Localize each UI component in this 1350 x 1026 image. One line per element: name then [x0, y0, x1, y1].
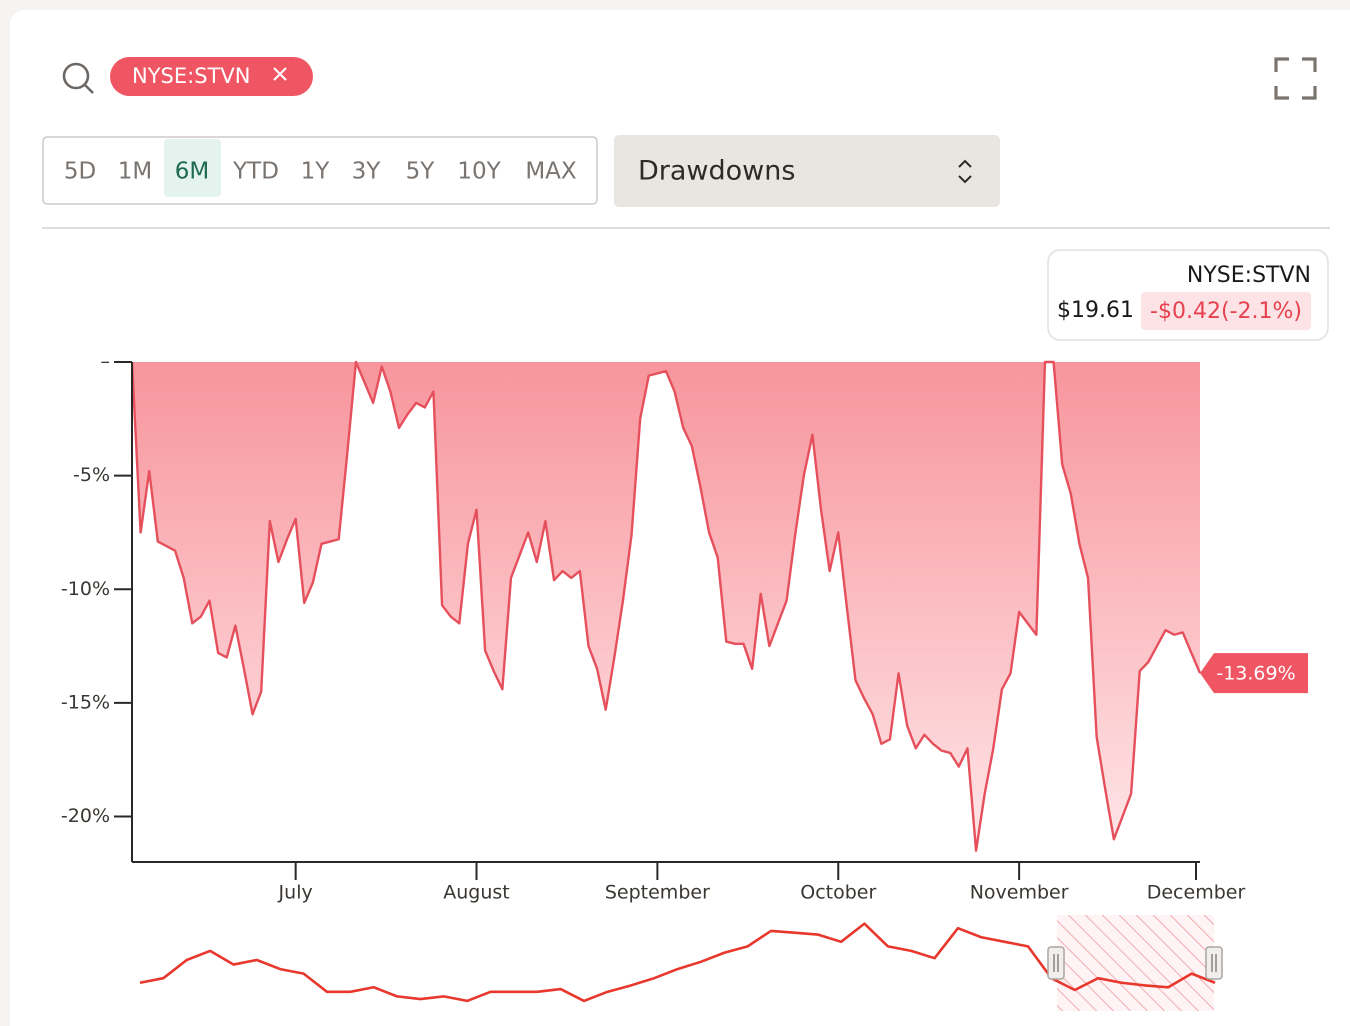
navigator-selection[interactable]	[1057, 915, 1214, 1011]
x-tick-label: September	[605, 882, 710, 904]
x-tick-label: November	[970, 882, 1069, 904]
x-tick-label: December	[1147, 882, 1246, 904]
navigator-line	[139, 922, 1216, 1003]
metric-select-label: Drawdowns	[638, 156, 795, 187]
value-label-box	[1200, 653, 1308, 694]
select-chevrons	[958, 159, 972, 184]
range-button[interactable]: 10Y	[457, 159, 501, 185]
y-tick-label: –	[101, 351, 111, 373]
card	[10, 10, 1350, 1026]
range-button[interactable]: 1M	[118, 159, 152, 185]
range-button-selected[interactable]	[164, 139, 221, 197]
navigator-handle[interactable]	[1047, 946, 1065, 980]
search-icon[interactable]	[62, 62, 94, 94]
fullscreen-button[interactable]	[1274, 57, 1317, 100]
x-tick-label: July	[278, 882, 313, 904]
tooltip-symbol: NYSE:STVN	[1187, 263, 1311, 288]
x-tick-label: August	[443, 882, 510, 904]
handle-body	[1047, 946, 1065, 980]
drawdown-area	[132, 362, 1200, 851]
tooltip-change-bg	[1141, 292, 1311, 330]
range-button[interactable]: 5D	[64, 159, 96, 185]
y-tick-label: -15%	[61, 691, 110, 713]
ticker-tag[interactable]	[110, 57, 313, 96]
range-button[interactable]: 6M	[175, 159, 209, 185]
y-tick-label: -20%	[61, 805, 110, 827]
y-tick-label: -10%	[61, 578, 110, 600]
ticker-tag-label: NYSE:STVN	[132, 64, 250, 88]
navigator-handle[interactable]	[1205, 946, 1223, 980]
range-button[interactable]: 5Y	[406, 159, 436, 185]
range-button[interactable]: 3Y	[352, 159, 382, 185]
x-tick-label: October	[800, 882, 876, 904]
tooltip-price: $19.61	[1057, 298, 1134, 323]
range-button[interactable]: MAX	[525, 159, 577, 185]
metric-select[interactable]	[614, 135, 1000, 207]
range-button[interactable]: YTD	[232, 159, 279, 185]
range-button[interactable]: 1Y	[301, 159, 331, 185]
drawdown-line	[130, 360, 1202, 852]
tag-remove[interactable]	[273, 67, 287, 81]
handle-body	[1205, 946, 1223, 980]
value-label: -13.69%	[1216, 663, 1295, 685]
y-tick-label: -5%	[73, 464, 110, 486]
tooltip-change: -$0.42(-2.1%)	[1150, 299, 1302, 324]
